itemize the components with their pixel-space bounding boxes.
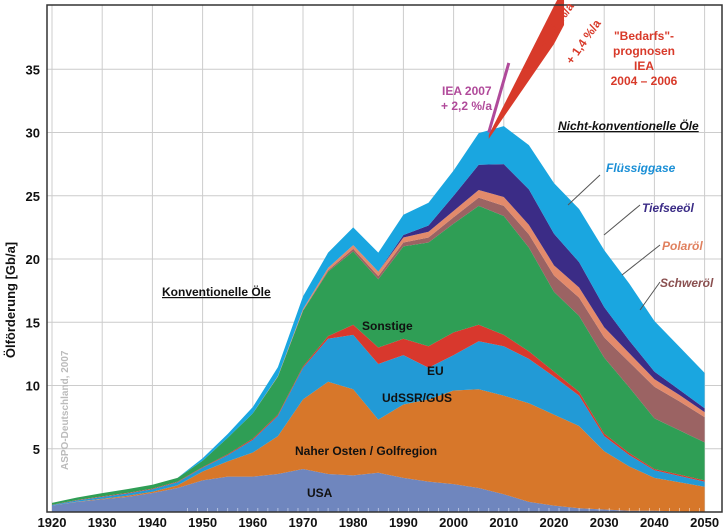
label-sonstige: Sonstige xyxy=(362,319,413,333)
label-eu: EU xyxy=(427,364,444,378)
label-bedarfs-1: "Bedarfs"- xyxy=(614,29,674,43)
area-naher-osten-golfregion xyxy=(52,381,705,512)
y-tick-label: 30 xyxy=(26,126,40,141)
x-tick-label: 1930 xyxy=(88,515,117,530)
projection-line-iea-2007 xyxy=(487,62,511,133)
leader-lines xyxy=(567,174,661,311)
x-tick-label: 1920 xyxy=(38,515,67,530)
y-tick-label: 35 xyxy=(26,62,40,77)
y-axis-label: Ölförderung [Gb/a] xyxy=(3,242,18,358)
x-axis: 1920 1930 1940 1950 1960 1970 1980 1990 2000 2010… xyxy=(38,515,720,530)
label-polaroel: Polaröl xyxy=(662,239,703,253)
y-tick-label: 15 xyxy=(26,315,40,330)
y-tick-label: 5 xyxy=(33,442,40,457)
y-axis: 5 10 15 20 25 30 35 xyxy=(26,62,40,457)
x-tick-label: 2040 xyxy=(640,515,669,530)
label-iea2007-2: + 2,2 %/a xyxy=(441,99,492,113)
label-nicht-konventionelle: Nicht-konventionelle Öle xyxy=(558,118,699,133)
area-sonstige xyxy=(52,205,705,505)
label-fluessiggase: Flüssiggase xyxy=(606,161,676,175)
x-tick-label: 2010 xyxy=(489,515,518,530)
label-konventionelle: Konventionelle Öle xyxy=(162,284,271,299)
plot-frame xyxy=(46,4,723,513)
label-iea2007-1: IEA 2007 xyxy=(442,84,492,98)
label-schweroel: Schweröl xyxy=(660,276,714,290)
label-udssr: UdSSR/GUS xyxy=(382,391,452,405)
projections xyxy=(487,0,565,139)
x-tick-label: 1970 xyxy=(289,515,318,530)
x-tick-label: 1940 xyxy=(138,515,167,530)
x-tick-label: 1990 xyxy=(389,515,418,530)
x-tick-label: 1950 xyxy=(188,515,217,530)
y-tick-label: 20 xyxy=(26,252,40,267)
label-bedarfs-4: 2004 – 2006 xyxy=(611,74,678,88)
area-eu xyxy=(52,324,705,506)
label-bedarfs-2: prognosen xyxy=(613,44,675,58)
area-usa xyxy=(52,468,705,512)
x-tick-label: 2020 xyxy=(540,515,569,530)
x-tick-label: 1980 xyxy=(339,515,368,530)
y-tick-label: 10 xyxy=(26,379,40,394)
y-tick-label: 25 xyxy=(26,189,40,204)
label-tiefseeoel: Tiefseeöl xyxy=(642,201,694,215)
label-usa: USA xyxy=(307,486,333,500)
watermark: ASPO-Deutschland, 2007 xyxy=(60,350,71,470)
label-bedarfs-3: IEA xyxy=(634,59,654,73)
projection-band-iea-2004-2006 xyxy=(488,0,565,139)
x-tick-label: 2000 xyxy=(439,515,468,530)
x-tick-label: 2050 xyxy=(690,515,719,530)
stacked-areas xyxy=(52,126,705,512)
area-udssr-gus xyxy=(52,334,705,506)
x-tick-label: 1960 xyxy=(238,515,267,530)
label-rate-14: + 1,4 %/a xyxy=(563,17,604,67)
label-naher-osten: Naher Osten / Golfregion xyxy=(295,444,437,458)
x-tick-label: 2030 xyxy=(590,515,619,530)
